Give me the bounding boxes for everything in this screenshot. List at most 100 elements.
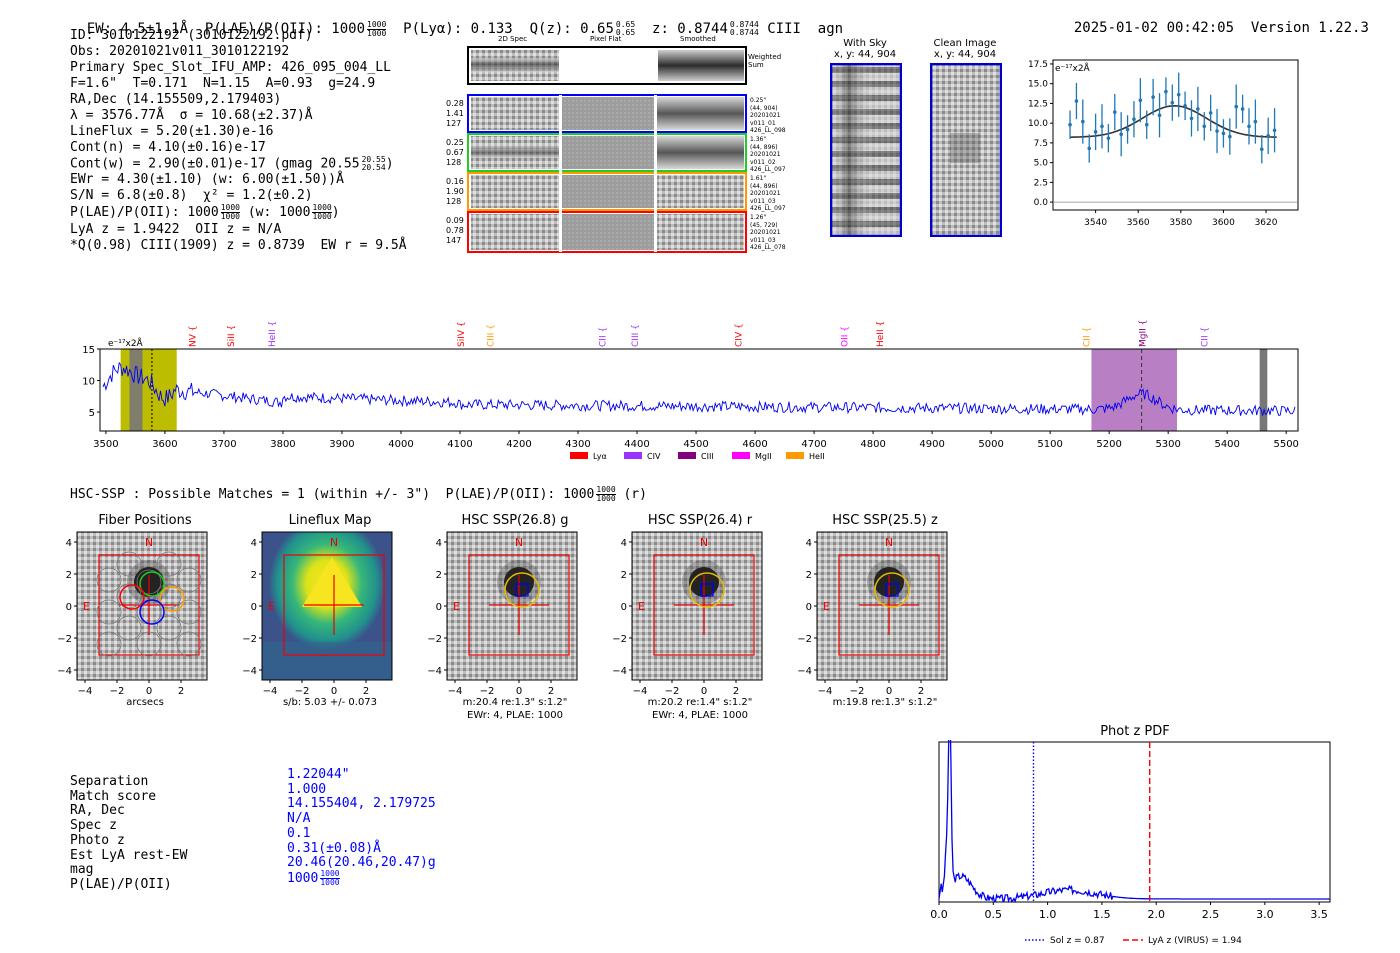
legend-entry: CIII: [678, 452, 714, 461]
hsc-ytick: 2: [806, 570, 812, 581]
photz-legend-lya: LyA z (VIRUS) = 1.94: [1123, 936, 1242, 946]
match-value: 1000 1000 1000: [287, 869, 340, 887]
clean-xy: x, y: 44, 904: [933, 49, 997, 60]
zoom-xtick: 3620: [1255, 218, 1278, 228]
zoom-ytick: 2.5: [1034, 178, 1048, 188]
match-value-text: 20.46(20.46,20.47)g: [287, 855, 436, 871]
spec-ytick: 10: [82, 377, 95, 388]
hsc-panel-title-3: HSC SSP(26.8) g: [461, 513, 569, 528]
cutout-left-label-2: 0.25 0.67 128: [446, 138, 464, 168]
zoom-fit-chart: 17.5 15.0 12.5 10.0 7.5 5.0 2.5 0.0 3540 3560 3580…: [1028, 59, 1299, 228]
mgii-band: [1091, 349, 1178, 431]
compass-e: E: [823, 600, 830, 613]
line-marker: HeII {: [876, 321, 886, 347]
zoom-point: [1189, 100, 1194, 137]
hsc-panel-title-2: Lineflux Map: [288, 513, 372, 528]
info-lineflux: LineFlux = 5.20(±1.30)e-16: [70, 124, 274, 139]
zoom-point: [1215, 108, 1219, 154]
clean-image: [930, 63, 1002, 237]
info-sn: S/N = 6.8(±0.8) χ² = 1.2(±0.2): [70, 188, 313, 203]
spec-xtick: 3900: [329, 439, 354, 450]
hsc-xtick: 0: [146, 686, 152, 697]
hsc-panel-caption: m:20.2 re:1.4" s:1.2": [647, 697, 753, 708]
hsc-ytick: 0: [621, 602, 627, 613]
spectrum-line: [102, 361, 1296, 416]
zoom-point: [1208, 94, 1213, 132]
spec-xtick: 3800: [270, 439, 295, 450]
legend-entry: HeII: [786, 452, 825, 461]
info-contw: Cont(w) = 2.90(±0.01)e-17 (gmag 20.55 20.…: [70, 155, 394, 172]
match-value: N/A: [287, 811, 310, 827]
hsc-ytick: −4: [242, 666, 257, 677]
cutout-right-value: (45, 729): [750, 221, 778, 229]
info-contn: Cont(n) = 4.10(±0.16)e-17: [70, 140, 266, 155]
hsc-panel-caption: EWr: 4, PLAE: 1000: [467, 710, 563, 721]
zoom-point: [1259, 135, 1264, 164]
hsc-ytick: 2: [66, 570, 72, 581]
compass-e: E: [453, 600, 460, 613]
cutout-right-value: v011_03: [750, 236, 776, 244]
match-value-text: 1000: [287, 870, 319, 886]
spec-xtick: 5000: [978, 439, 1003, 450]
spec-xtick: 4400: [624, 439, 649, 450]
info-plae: P(LAE)/P(OII): 1000 1000 1000 (w: 1000 1000…: [70, 203, 340, 221]
fiber-row-2: [467, 133, 747, 172]
cutout-left-value: 0.78: [446, 226, 464, 235]
plae-text: P(LAE)/P(OII): 1000: [70, 205, 219, 220]
hsc-xtick: 0: [331, 686, 337, 697]
compass-e: E: [268, 600, 275, 613]
photz-legend-sol: Sol z = 0.87: [1025, 936, 1105, 946]
header-plae-frac: 1000 1000: [367, 19, 387, 38]
photz-xtick: 1.0: [1039, 908, 1057, 921]
zoom-xtick: 3540: [1084, 218, 1107, 228]
cutout-left-value: 0.16: [446, 177, 464, 186]
match-value-text: 0.31(±0.08)Å: [287, 840, 381, 856]
spec-xtick: 4700: [801, 439, 826, 450]
zoom-xtick: 3580: [1169, 218, 1192, 228]
spec-cutouts: [467, 46, 747, 253]
hsc-ytick: 0: [436, 602, 442, 613]
spec-xtick: 4800: [860, 439, 885, 450]
match-label: Match score: [70, 788, 157, 804]
cutout-left-label-4: 0.09 0.78 147: [446, 216, 464, 246]
cutout-left-value: 128: [446, 158, 462, 167]
cutout-left-value: 1.41: [446, 109, 464, 118]
hsc-ytick: −4: [797, 666, 812, 677]
plae-w-text: (w: 1000: [247, 205, 311, 220]
cutout-left-value: 0.28: [446, 99, 464, 108]
svg-text:Lyα: Lyα: [593, 452, 607, 461]
photz-curve: [938, 740, 1330, 904]
match-value-text: 1.000: [287, 781, 327, 797]
spec-xtick: 5100: [1037, 439, 1062, 450]
hsc-ytick: −2: [427, 634, 442, 645]
svg-text:CIV: CIV: [647, 452, 661, 461]
info-slot: Primary Spec_Slot_IFU_AMP: 426_095_004_L…: [70, 60, 391, 75]
spec-xtick: 3600: [152, 439, 177, 450]
hsc-panel-caption: m:20.4 re:1.3" s:1.2": [462, 697, 568, 708]
datetime-text: 2025-01-02 00:42:05: [1073, 20, 1235, 36]
lya-band: [120, 349, 177, 431]
cutout-right-value: v011_03: [750, 197, 776, 205]
hsc-ytick: 4: [436, 538, 442, 549]
weighted-sum-row: [467, 46, 747, 85]
info-lya: LyA z = 1.9422 OII z = N/A: [70, 222, 282, 237]
fiber-row-4: [467, 211, 747, 253]
hsc-ytick: −4: [427, 666, 442, 677]
hsc-panel-caption: m:19.8 re:1.3" s:1.2": [832, 697, 938, 708]
clean-label: Clean Image: [933, 38, 997, 49]
zoom-point: [1074, 82, 1079, 120]
zoom-point: [1157, 93, 1162, 138]
zoom-point: [1068, 110, 1072, 139]
with-sky-xy: x, y: 44, 904: [833, 49, 897, 60]
line-marker: MgII {: [1139, 320, 1149, 347]
match-value: 0.1: [287, 826, 310, 842]
line-marker: CIII {: [631, 324, 641, 347]
hsc-xtick: 0: [516, 686, 522, 697]
with-sky-image: [830, 63, 902, 237]
photz-xtick: 1.5: [1093, 908, 1111, 921]
match-value: 20.46(20.46,20.47)g: [287, 855, 436, 871]
cutout-left-value: 0.25: [446, 138, 464, 147]
cutout-right-value: 426_LL_078: [750, 244, 786, 251]
hsc-xtick: 0: [701, 686, 707, 697]
match-value: 0.31(±0.08)Å: [287, 841, 381, 857]
